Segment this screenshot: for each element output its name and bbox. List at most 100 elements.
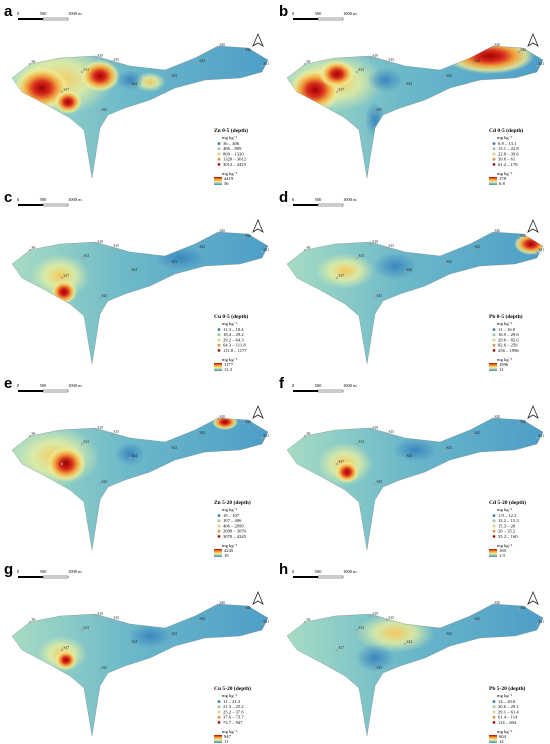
- site-label: S20: [220, 601, 226, 605]
- legend-ramp: [214, 363, 222, 371]
- site-label: S23: [172, 74, 178, 78]
- legend-class: 11 – 21.3: [223, 699, 241, 704]
- legend-class: 20.6 – 29.1: [498, 704, 519, 709]
- site-point: [216, 417, 220, 421]
- legend-class: 36 – 406: [223, 141, 240, 146]
- legend-symbol: [492, 524, 496, 528]
- legend-class: 13.1 – 22.8: [498, 146, 519, 151]
- site-label: S15: [114, 58, 120, 62]
- site-label: S23: [172, 632, 178, 636]
- study-area-outline: [286, 603, 544, 737]
- map-panel: e 0 500 1000 m S9 S13 S15 S17 S19 S20 S21 S22 S23 S24…: [4, 375, 269, 558]
- legend-class: 19 – 107: [223, 513, 240, 518]
- legend-symbol: [492, 519, 496, 523]
- north-arrow: [252, 32, 264, 47]
- site-point: [98, 110, 102, 114]
- site-point: [242, 236, 246, 240]
- legend-min: 14: [499, 739, 504, 744]
- scale-bar-segment: [42, 203, 69, 207]
- legend-class: 256 – 1996: [498, 348, 519, 353]
- site-point: [403, 84, 407, 88]
- site-label: S13: [359, 440, 365, 444]
- hotspots: [12, 418, 238, 487]
- panel-letter: g: [4, 561, 13, 578]
- legend-class: 12.2 – 15.3: [498, 518, 519, 523]
- hotspots: [37, 624, 172, 672]
- legend-symbol: [217, 705, 221, 709]
- legend-class: 111.8 – 1177: [223, 348, 247, 353]
- legend-class: 29.6 – 82.6: [498, 337, 519, 342]
- site-point: [335, 276, 339, 280]
- site-label: S21: [264, 434, 270, 438]
- legend-class: 29.1 – 61.4: [498, 709, 519, 714]
- scale-bar-segment: [42, 389, 69, 393]
- site-point: [355, 442, 359, 446]
- site-point: [535, 622, 539, 626]
- site-label: S21: [539, 620, 545, 624]
- scale-label: 500: [315, 11, 323, 16]
- site-label: S21: [264, 62, 270, 66]
- legend-unit: mg kg⁻¹: [222, 543, 238, 548]
- legend-symbol: [492, 348, 496, 352]
- site-point: [303, 434, 307, 438]
- site-label: S26: [246, 234, 252, 238]
- scale-label: 0: [17, 11, 20, 16]
- legend-symbol: [217, 348, 221, 352]
- site-point: [335, 462, 339, 466]
- site-point: [242, 422, 246, 426]
- legend-symbol: [217, 534, 221, 538]
- site-label: S9: [307, 246, 311, 250]
- site-label: S15: [389, 616, 395, 620]
- panel-letter: d: [279, 189, 288, 206]
- legend-symbol: [492, 333, 496, 337]
- legend-title: Pb 5-20 (depth): [489, 685, 526, 692]
- site-point: [369, 242, 373, 246]
- site-point: [335, 90, 339, 94]
- scale-bar: 0 500 1000 m: [17, 569, 82, 579]
- site-label: S13: [84, 254, 90, 258]
- scale-label: 500: [315, 197, 323, 202]
- site-point: [260, 436, 264, 440]
- site-point: [28, 62, 32, 66]
- hotspots: [317, 438, 437, 486]
- legend: Cu 5-20 (depth)mg kg⁻¹11 – 21.321.3 – 25…: [214, 685, 251, 744]
- legend-class: 35.2 – 160: [498, 534, 518, 539]
- legend-title: Zn 0-5 (depth): [214, 127, 248, 134]
- concentration-zone: [335, 461, 359, 483]
- site-point: [128, 270, 132, 274]
- site-label: S15: [389, 430, 395, 434]
- study-area-outline: [286, 417, 544, 551]
- site-label: S25: [377, 666, 383, 670]
- site-label: S19: [373, 54, 379, 58]
- legend-class: 21.3 – 25.2: [223, 704, 244, 709]
- legend: Pb 5-20 (depth)mg kg⁻¹14 – 20.620.6 – 29…: [489, 685, 526, 744]
- site-point: [110, 246, 114, 250]
- site-point: [260, 250, 264, 254]
- map-panel: c 0 500 1000 m S9 S13 S15 S17 S19 S20 S21 S22 S23 S24…: [4, 189, 269, 372]
- legend-symbol: [217, 147, 221, 151]
- legend-symbol: [217, 343, 221, 347]
- site-point: [535, 250, 539, 254]
- site-label: S25: [377, 108, 383, 112]
- legend-class: 64.3 – 111.8: [223, 343, 246, 348]
- site-label: S24: [132, 640, 138, 644]
- legend-class: 39.6 – 61: [498, 157, 516, 162]
- site-label: S17: [64, 274, 70, 278]
- site-label: S17: [339, 460, 345, 464]
- site-label: S19: [373, 612, 379, 616]
- site-point: [28, 248, 32, 252]
- site-label: S15: [114, 616, 120, 620]
- scale-label: 1000 m: [68, 383, 82, 388]
- site-point: [94, 56, 98, 60]
- concentration-zone: [212, 418, 238, 430]
- site-point: [196, 433, 200, 437]
- site-point: [373, 110, 377, 114]
- site-label: S25: [102, 294, 108, 298]
- legend-ramp: [214, 177, 222, 185]
- legend-symbol: [217, 720, 221, 724]
- site-label: S9: [32, 60, 36, 64]
- legend-symbol: [492, 162, 496, 166]
- legend-min: 11: [224, 739, 229, 744]
- site-point: [535, 436, 539, 440]
- legend-class: 15.3 – 20: [498, 523, 516, 528]
